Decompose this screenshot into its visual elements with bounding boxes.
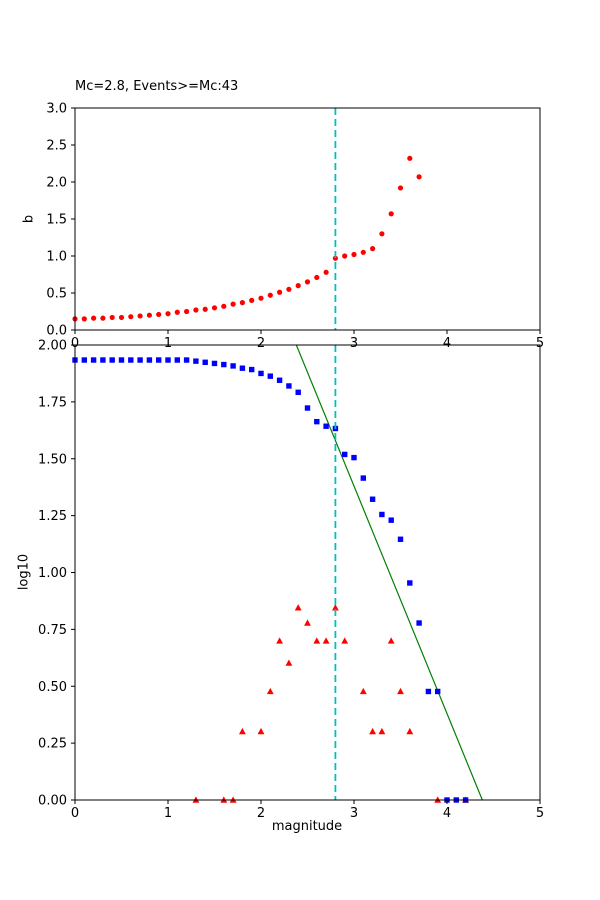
y-tick-label: 1.5 — [46, 213, 67, 228]
y-tick-label: 0.50 — [38, 680, 67, 695]
y-tick-label: 0.00 — [38, 794, 67, 809]
x-tick-label: 4 — [443, 336, 451, 351]
y-tick-label: 2.5 — [46, 139, 67, 154]
y-tick-label: 2.0 — [46, 176, 67, 191]
y-tick-label: 0.75 — [38, 623, 67, 638]
bottom-y-axis-label: log10 — [16, 553, 32, 591]
cumulative-count-points — [72, 357, 469, 803]
y-tick-label: 1.50 — [38, 452, 67, 467]
y-tick-label: 3.0 — [46, 102, 67, 117]
y-tick-label: 2.00 — [38, 339, 67, 354]
y-tick-label: 0.5 — [46, 287, 67, 302]
x-tick-label: 2 — [257, 336, 265, 351]
top-y-axis-label: b — [21, 214, 37, 224]
x-tick-label: 1 — [164, 806, 172, 821]
x-tick-label: 3 — [350, 806, 358, 821]
top-chart-title: Mc=2.8, Events>=Mc:43 — [75, 79, 239, 94]
y-tick-label: 0.25 — [38, 737, 67, 752]
bin-count-points — [192, 604, 469, 803]
x-tick-label: 5 — [536, 806, 544, 821]
y-tick-label: 1.0 — [46, 250, 67, 265]
x-tick-label: 1 — [164, 336, 172, 351]
gr-fit-line — [295, 345, 483, 801]
y-tick-label: 0.0 — [46, 324, 67, 339]
x-axis-label: magnitude — [271, 819, 343, 834]
b-value-curve-plot-area — [72, 155, 422, 322]
frequency-magnitude-ticks: 0 1 2 3 4 5 0.00 0.25 0.50 0.75 1.00 1.25 1.50 1.75 2.… — [38, 339, 544, 822]
y-tick-label: 1.25 — [38, 509, 67, 524]
b-value-curve-frame — [74, 107, 541, 331]
frequency-magnitude-frame — [74, 344, 541, 801]
y-tick-label: 1.00 — [38, 566, 67, 581]
x-tick-label: 2 — [257, 806, 265, 821]
x-tick-label: 0 — [71, 336, 79, 351]
y-tick-label: 1.75 — [38, 395, 67, 410]
b-value-curve-ticks: 0 1 2 3 4 5 0.0 0.5 1.0 1.5 2.0 2.5 3.0 — [46, 102, 544, 352]
b-value-points — [72, 155, 422, 322]
x-tick-label: 4 — [443, 806, 451, 821]
x-tick-label: 3 — [350, 336, 358, 351]
frequency-magnitude-plot-area — [72, 345, 483, 803]
x-tick-label: 5 — [536, 336, 544, 351]
x-tick-label: 0 — [71, 806, 79, 821]
